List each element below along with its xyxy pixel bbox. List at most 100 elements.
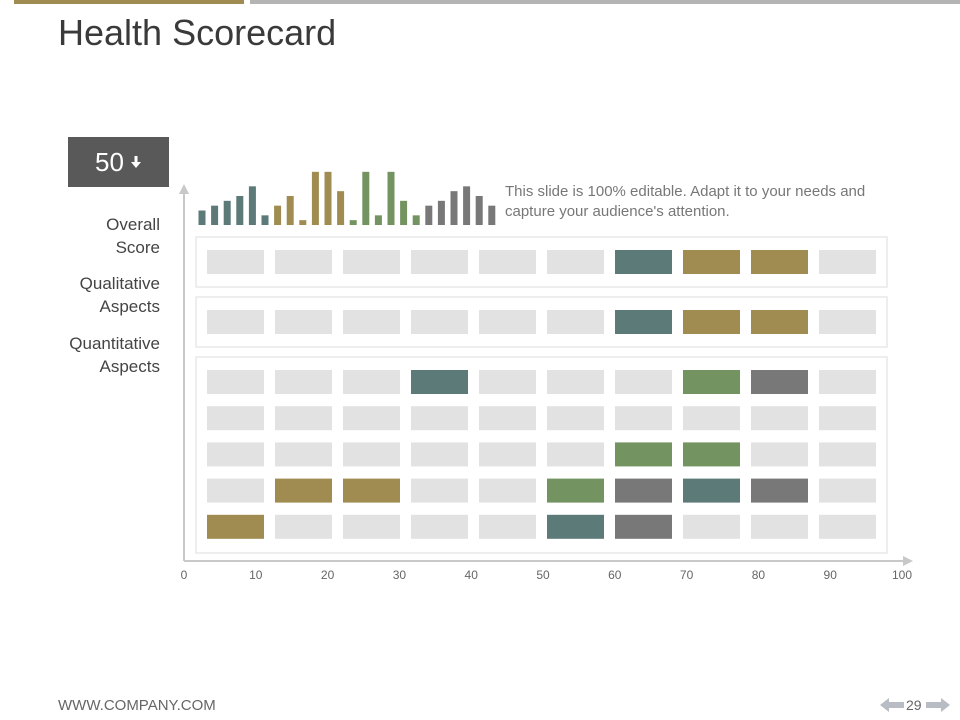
scorecard-cell-empty xyxy=(343,514,400,539)
label-line: Overall xyxy=(106,215,160,234)
scorecard-cell-empty xyxy=(479,250,536,274)
scorecard-cell-empty xyxy=(547,310,604,334)
x-tick-label: 60 xyxy=(608,568,622,582)
scorecard-cell-empty xyxy=(819,370,876,394)
label-line: Aspects xyxy=(99,297,160,316)
sparkline-bar xyxy=(425,205,433,225)
scorecard-cell-empty xyxy=(615,370,672,394)
label-line: Score xyxy=(115,238,160,257)
scorecard-cell-empty xyxy=(343,406,400,431)
score-badge: 50 xyxy=(68,137,169,187)
scorecard-cell-empty xyxy=(819,310,876,334)
sparkline-bar xyxy=(437,200,445,225)
sparkline-bar xyxy=(198,210,206,225)
scorecard-cell-empty xyxy=(683,514,740,539)
scorecard-cell-empty xyxy=(207,250,264,274)
x-tick-label: 40 xyxy=(465,568,479,582)
label-qualitative-aspects: Qualitative Aspects xyxy=(40,272,160,318)
scorecard-cell-filled xyxy=(683,310,740,334)
sparkline-bar xyxy=(324,171,332,225)
label-line: Aspects xyxy=(99,357,160,376)
scorecard-cell-empty xyxy=(819,442,876,467)
scorecard-cell-empty xyxy=(479,406,536,431)
scorecard-cell-empty xyxy=(411,514,468,539)
x-tick-label: 0 xyxy=(181,568,188,582)
x-tick-label: 20 xyxy=(321,568,335,582)
scorecard-cell-empty xyxy=(411,442,468,467)
x-tick-label: 70 xyxy=(680,568,694,582)
scorecard-cell-empty xyxy=(751,514,808,539)
scorecard-cell-empty xyxy=(207,370,264,394)
sparkline-bar xyxy=(261,215,269,225)
sparkline-bar xyxy=(223,200,231,225)
sparkline-bar xyxy=(374,215,382,225)
scorecard-cell-empty xyxy=(547,406,604,431)
scorecard-cell-empty xyxy=(819,250,876,274)
scorecard-cell-empty xyxy=(343,370,400,394)
scorecard-cell-empty xyxy=(411,478,468,503)
scorecard-cell-empty xyxy=(207,478,264,503)
footer-url: WWW.COMPANY.COM xyxy=(58,697,216,714)
scorecard-cell-filled xyxy=(547,478,604,503)
scorecard-cell-empty xyxy=(207,310,264,334)
sparkline-bar xyxy=(337,191,345,225)
sparkline-bar xyxy=(236,196,244,225)
scorecard-cell-empty xyxy=(479,370,536,394)
scorecard-cell-empty xyxy=(547,250,604,274)
sparkline-bar xyxy=(211,205,219,225)
scorecard-cell-filled xyxy=(275,478,332,503)
scorecard-cell-empty xyxy=(207,442,264,467)
scorecard-cell-empty xyxy=(411,406,468,431)
scorecard-cell-empty xyxy=(819,514,876,539)
scorecard-cell-filled xyxy=(615,442,672,467)
x-tick-label: 50 xyxy=(536,568,550,582)
next-arrow-icon[interactable] xyxy=(926,698,950,712)
x-tick-label: 10 xyxy=(249,568,263,582)
top-gray-bar xyxy=(250,0,960,4)
x-tick-label: 90 xyxy=(824,568,838,582)
scorecard-cell-filled xyxy=(615,250,672,274)
scorecard-cell-empty xyxy=(479,310,536,334)
scorecard-cell-empty xyxy=(479,514,536,539)
sparkline-bar xyxy=(475,196,483,225)
scorecard-cell-empty xyxy=(343,442,400,467)
scorecard-cell-filled xyxy=(683,370,740,394)
scorecard-cell-filled xyxy=(751,478,808,503)
score-value: 50 xyxy=(95,146,124,177)
sparkline-bar xyxy=(286,196,294,225)
scorecard-cell-empty xyxy=(547,442,604,467)
down-arrow-icon xyxy=(130,155,142,169)
scorecard-cell-filled xyxy=(411,370,468,394)
scorecard-cell-filled xyxy=(343,478,400,503)
scorecard-cell-empty xyxy=(411,310,468,334)
scorecard-cell-filled xyxy=(683,250,740,274)
sparkline-bar xyxy=(400,200,408,225)
sparkline-bar xyxy=(311,171,319,225)
scorecard-cell-filled xyxy=(751,370,808,394)
scorecard-cell-filled xyxy=(615,478,672,503)
sparkline-bar xyxy=(274,205,282,225)
scorecard-cell-empty xyxy=(275,406,332,431)
x-tick-label: 30 xyxy=(393,568,407,582)
sparkline-bar xyxy=(349,220,357,225)
scorecard-cell-filled xyxy=(547,514,604,539)
scorecard-cell-filled xyxy=(207,514,264,539)
sparkline-bar xyxy=(248,186,256,225)
scorecard-cell-empty xyxy=(819,406,876,431)
sparkline-bar xyxy=(412,215,420,225)
top-accent-bar xyxy=(14,0,244,4)
scorecard-cell-empty xyxy=(479,478,536,503)
scorecard-cell-empty xyxy=(751,442,808,467)
scorecard-cell-empty xyxy=(275,310,332,334)
scorecard-cell-empty xyxy=(819,478,876,503)
editable-note: This slide is 100% editable. Adapt it to… xyxy=(505,183,866,220)
page-title: Health Scorecard xyxy=(58,12,337,53)
sparkline-bar xyxy=(387,171,395,225)
previous-arrow-icon[interactable] xyxy=(880,698,904,712)
scorecard-cell-empty xyxy=(275,442,332,467)
sparkline-bar xyxy=(362,171,370,225)
scorecard-cell-filled xyxy=(615,310,672,334)
scorecard-cell-empty xyxy=(343,310,400,334)
x-tick-label: 100 xyxy=(892,568,912,582)
scorecard-cell-empty xyxy=(683,406,740,431)
